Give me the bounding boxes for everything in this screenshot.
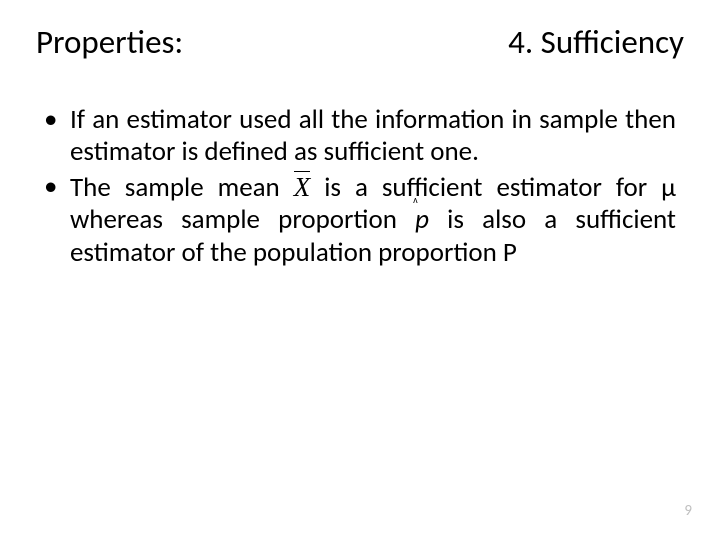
title-left: Properties: (36, 22, 183, 62)
title-right: 4. Sufficiency (508, 22, 684, 62)
bullet-2: The sample mean X is a sufficient estima… (70, 171, 676, 269)
bullet-1: If an estimator used all the information… (70, 104, 676, 169)
bullet-2-part1: The sample mean (70, 171, 294, 204)
bullet-1-text: If an estimator used all the information… (70, 103, 676, 168)
slide: Properties: 4. Sufficiency If an estimat… (0, 0, 720, 540)
p-hat-symbol: p (415, 203, 429, 236)
x-bar-icon: X (294, 171, 311, 203)
p-hat-icon: ʌp (415, 204, 429, 236)
title-row: Properties: 4. Sufficiency (36, 22, 684, 62)
x-bar-symbol: X (294, 172, 311, 202)
body: If an estimator used all the information… (36, 104, 684, 269)
page-number: 9 (684, 502, 692, 520)
